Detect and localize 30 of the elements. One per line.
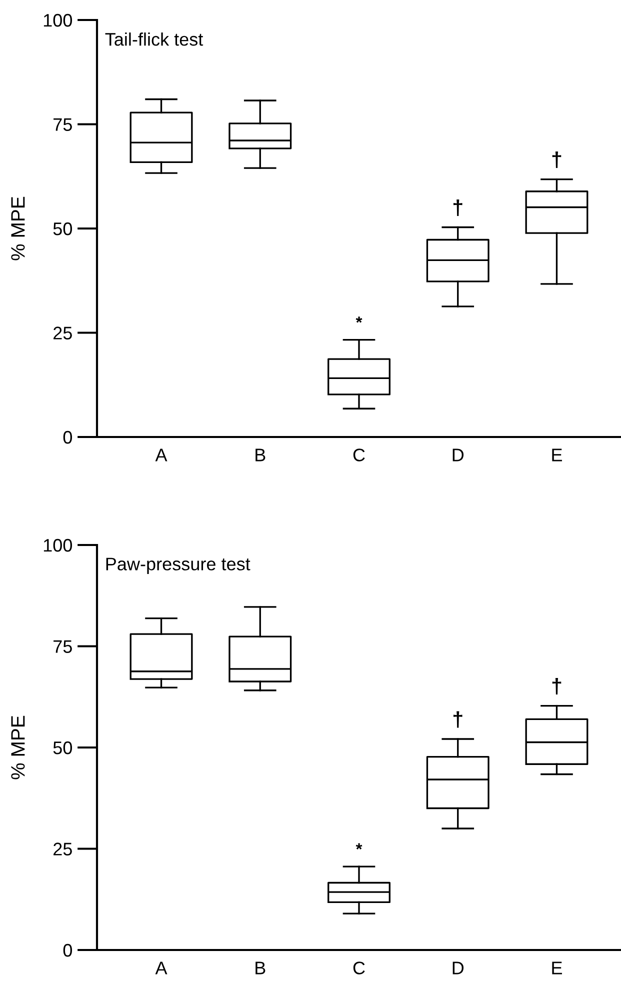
y-tick-label: 75 (54, 118, 72, 131)
x-tick-label: E (552, 962, 562, 974)
x-tick-label: D (452, 962, 464, 974)
y-tick-label: 25 (54, 842, 72, 856)
y-axis-title: % MPE (11, 716, 25, 780)
y-tick-label: 100 (44, 14, 72, 27)
x-tick-label: C (353, 448, 365, 462)
x-tick-label: A (155, 962, 168, 974)
y-tick-label: 0 (63, 430, 72, 444)
text: Paw-pressure test (106, 558, 250, 574)
annotation: † (552, 152, 562, 168)
y-axis-title: % MPE (11, 196, 25, 260)
x-tick-label: C (353, 962, 365, 974)
annotation: * (356, 316, 362, 323)
annotation: † (453, 711, 462, 728)
y-tick-label: 50 (53, 222, 72, 236)
y-tick-label: 0 (63, 944, 72, 957)
annotation: * (356, 843, 362, 850)
annotation: † (552, 678, 562, 695)
x-tick-label: D (452, 448, 464, 462)
text: Tail-flick test (105, 32, 204, 46)
y-tick-label: 75 (54, 640, 72, 653)
y-tick-label: 50 (53, 741, 72, 754)
y-tick-label: 100 (44, 538, 72, 552)
annotation: † (453, 199, 462, 216)
x-tick-label: E (552, 448, 562, 462)
x-tick-label: A (155, 448, 168, 462)
y-tick-label: 25 (54, 326, 72, 340)
x-tick-label: B (256, 448, 266, 462)
x-tick-label: B (256, 962, 266, 974)
